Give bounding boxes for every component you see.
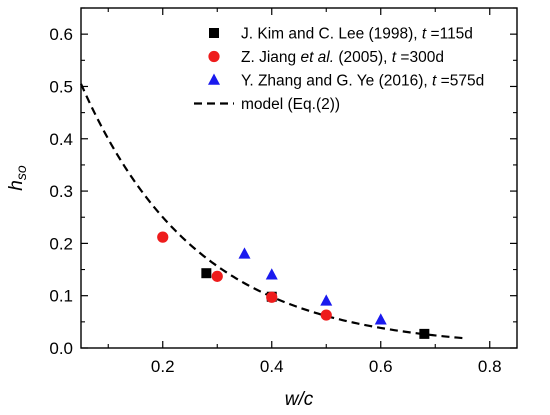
circle-point xyxy=(320,309,332,321)
legend-label-part: (2005), xyxy=(334,49,392,66)
x-tick-label: 0.8 xyxy=(478,357,502,376)
legend-label: Z. Jiang et al. (2005), t =300d xyxy=(241,49,444,66)
triangle-point xyxy=(265,268,278,280)
y-tick-label: 0.3 xyxy=(49,182,73,201)
legend-label: model (Eq.(2)) xyxy=(241,96,340,113)
y-axis-title-subscript: so xyxy=(13,165,29,180)
square-point xyxy=(419,328,430,339)
axes: 0.2 0.4 0.6 0.8 0.0 0.1 0.2 0.3 0.4 0.5 0.6 xyxy=(49,7,518,376)
circle-point xyxy=(157,231,169,243)
x-axis-title: w/c xyxy=(285,389,314,410)
y-tick-label: 0.6 xyxy=(49,25,73,44)
data-points xyxy=(157,231,430,339)
square-point xyxy=(201,268,212,279)
legend-label-part: =115d xyxy=(426,26,473,43)
legend-label-part: model (Eq.(2)) xyxy=(241,96,340,113)
legend-label-part: =575d xyxy=(436,73,484,90)
legend-label: J. Kim and C. Lee (1998), t =115d xyxy=(241,26,473,43)
legend-label-italic-part: t xyxy=(422,26,427,43)
legend-label-italic-part: et al. xyxy=(300,49,334,66)
y-tick-label: 0.2 xyxy=(49,234,73,253)
x-tick-label: 0.4 xyxy=(260,357,284,376)
y-axis-title: hso xyxy=(6,165,29,191)
legend-label-part: J. Kim and C. Lee (1998), xyxy=(241,26,422,43)
triangle-point xyxy=(374,313,387,325)
y-tick-label: 0.4 xyxy=(49,130,73,149)
legend-label-part: Z. Jiang xyxy=(241,49,300,66)
y-tick-label: 0.5 xyxy=(49,77,73,96)
circle-point xyxy=(266,291,278,303)
circle-point xyxy=(211,270,223,282)
legend-label-italic-part: t xyxy=(432,73,437,90)
legend: J. Kim and C. Lee (1998), t =115d Z. Jian… xyxy=(194,26,484,113)
legend-label-part: =300d xyxy=(396,49,444,66)
legend-marker-circle xyxy=(208,50,220,63)
legend-label-italic-part: t xyxy=(392,49,397,66)
legend-label: Y. Zhang and G. Ye (2016), t =575d xyxy=(241,73,484,90)
x-tick-label: 0.6 xyxy=(369,357,393,376)
legend-marker-triangle xyxy=(208,73,220,85)
triangle-point xyxy=(320,294,333,306)
legend-label-part: Y. Zhang and G. Ye (2016), xyxy=(241,73,432,90)
plot-frame xyxy=(80,7,518,349)
y-tick-label: 0.1 xyxy=(49,287,73,306)
y-axis-title-main: h xyxy=(6,180,27,191)
legend-marker-square xyxy=(209,28,219,38)
x-tick-label: 0.2 xyxy=(151,357,175,376)
triangle-point xyxy=(238,247,251,259)
y-tick-label: 0.0 xyxy=(49,339,73,358)
